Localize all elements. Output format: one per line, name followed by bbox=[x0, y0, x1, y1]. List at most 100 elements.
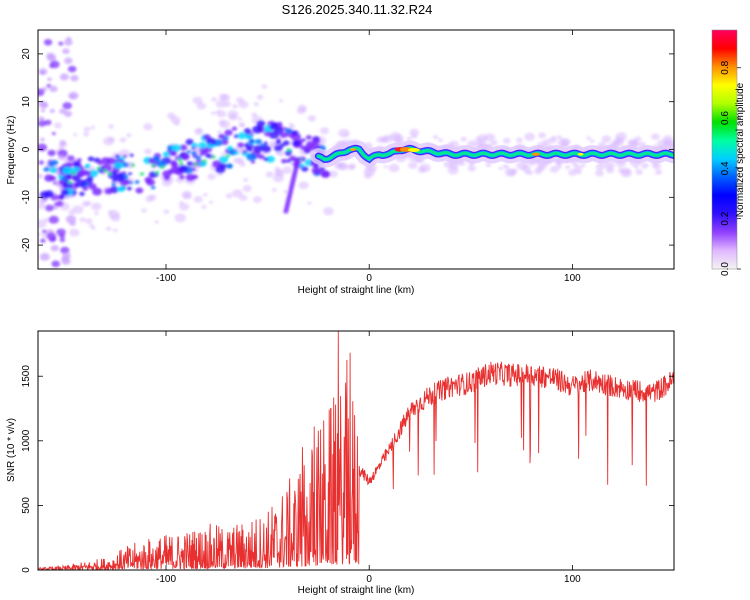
snr-x-label: Height of straight line (km) bbox=[298, 585, 415, 596]
spectrogram-blob bbox=[152, 155, 161, 162]
snr-x-tick-label: 0 bbox=[366, 574, 372, 585]
spectrogram-blob bbox=[233, 157, 241, 164]
spectrogram-blob bbox=[97, 160, 104, 166]
colorbar-tick-label: 0.2 bbox=[720, 211, 731, 225]
spectrogram-blob bbox=[460, 162, 465, 166]
spectrogram-blob bbox=[225, 193, 233, 199]
spectrogram-blob bbox=[253, 145, 263, 153]
spectrogram-blob bbox=[542, 139, 551, 146]
snr-frame bbox=[37, 330, 675, 571]
snr-y-tick-label: 0 bbox=[21, 567, 32, 573]
spectrogram-blob bbox=[320, 170, 330, 178]
spectrogram-blob bbox=[59, 140, 67, 146]
spectrogram-blob bbox=[226, 163, 233, 169]
spectrogram-blob bbox=[521, 165, 531, 173]
spectrogram-blob bbox=[170, 115, 181, 124]
spectrogram-blob bbox=[246, 153, 257, 161]
spectrogram-hotspots bbox=[349, 147, 584, 156]
spectrogram-blob bbox=[286, 159, 291, 163]
spectrogram-blob bbox=[69, 94, 76, 100]
spectrogram-blob bbox=[88, 183, 97, 190]
spectrogram-blob bbox=[58, 155, 65, 160]
spectrogram-blob bbox=[662, 135, 673, 144]
spectrogram-blob bbox=[208, 200, 213, 204]
spectrogram-blob bbox=[43, 217, 50, 223]
spectrogram-blob bbox=[88, 169, 99, 178]
spectrogram-blob bbox=[191, 142, 198, 148]
spectrogram-blob bbox=[186, 161, 193, 166]
spectrogram-blob bbox=[51, 131, 56, 136]
spectrogram-blob bbox=[242, 184, 252, 193]
spectrogram-blob bbox=[292, 130, 299, 136]
spectrogram-blob bbox=[215, 110, 221, 114]
spectrogram-blob bbox=[129, 153, 134, 157]
spectrogram-blob bbox=[69, 228, 80, 237]
spectrogram-blob bbox=[106, 157, 116, 165]
spectrogram-blob bbox=[225, 154, 230, 158]
snr-series-line bbox=[38, 331, 674, 570]
spectrogram-y-tick-label: -10 bbox=[21, 190, 32, 205]
spectrogram-blob bbox=[432, 134, 439, 140]
spectrogram-blob bbox=[408, 161, 418, 170]
spectrogram-blob bbox=[292, 140, 300, 147]
spectrogram-blob bbox=[114, 154, 120, 159]
spectrogram-blob bbox=[67, 65, 77, 73]
spectrogram-blob bbox=[239, 123, 245, 128]
spectrogram-blob bbox=[580, 163, 586, 168]
spectrogram-ridge-band bbox=[316, 146, 674, 161]
spectrogram-blob bbox=[236, 97, 245, 104]
spectrogram-blob bbox=[141, 208, 147, 213]
spectrogram-blob bbox=[498, 166, 503, 170]
spectrogram-blob bbox=[255, 138, 262, 145]
spectrogram-x-ticks: -100 0 100 bbox=[156, 30, 581, 284]
spectrogram-blob bbox=[218, 93, 228, 101]
spectrogram-blob bbox=[67, 155, 75, 162]
spectrogram-blob bbox=[94, 211, 99, 216]
spectrogram-blob bbox=[634, 136, 642, 142]
spectrogram-ridge bbox=[310, 140, 674, 170]
spectrogram-marks bbox=[38, 36, 674, 268]
spectrogram-blob bbox=[224, 129, 233, 136]
spectrogram-blob bbox=[155, 170, 160, 175]
spectrogram-blob bbox=[73, 133, 78, 137]
spectrogram-blob bbox=[312, 137, 321, 145]
spectrogram-blob bbox=[265, 171, 274, 178]
spectrogram-blob bbox=[311, 166, 322, 175]
spectrogram-x-tick-label: -100 bbox=[156, 273, 176, 284]
spectrogram-blob bbox=[261, 145, 272, 153]
spectrogram-blob bbox=[194, 155, 202, 161]
spectrogram-blob bbox=[595, 163, 605, 171]
spectrogram-blob bbox=[185, 138, 194, 146]
snr-y-label: SNR (10 * v/v) bbox=[6, 418, 17, 482]
spectrogram-blob bbox=[215, 99, 226, 108]
spectrogram-blob bbox=[651, 133, 660, 140]
snr-panel: -100 0 100 0 500 1000 1500 Height of straight… bbox=[6, 330, 675, 596]
spectrogram-hotspot bbox=[407, 147, 420, 152]
spectrogram-blob bbox=[245, 134, 253, 140]
colorbar-tick-label: 0.8 bbox=[720, 60, 731, 74]
spectrogram-blob bbox=[170, 144, 181, 152]
spectrogram-blob bbox=[73, 161, 81, 167]
spectrogram-blob bbox=[186, 150, 191, 154]
spectrogram-blob bbox=[337, 161, 344, 167]
spectrogram-blob bbox=[170, 150, 178, 156]
spectrogram-blob bbox=[534, 168, 543, 175]
spectrogram-blob bbox=[256, 94, 264, 100]
spectrogram-blob bbox=[83, 132, 89, 137]
spectrogram-blob bbox=[573, 165, 583, 173]
spectrogram-blob bbox=[103, 169, 108, 173]
spectrogram-blob bbox=[207, 143, 213, 149]
spectrogram-blob bbox=[601, 135, 612, 143]
spectrogram-y-tick-label: -20 bbox=[21, 237, 32, 252]
spectrogram-blob bbox=[60, 246, 70, 254]
spectrogram-blob bbox=[38, 219, 47, 229]
spectrogram-blob bbox=[38, 174, 44, 179]
spectrogram-blob bbox=[48, 215, 59, 224]
colorbar-frame bbox=[711, 29, 738, 270]
spectrogram-blob bbox=[179, 202, 190, 211]
spectrogram-blob bbox=[265, 155, 275, 163]
spectrogram-blob bbox=[178, 165, 189, 173]
spectrogram-blob bbox=[288, 122, 293, 126]
spectrogram-blob bbox=[49, 166, 58, 174]
spectrogram-blob bbox=[205, 153, 211, 158]
